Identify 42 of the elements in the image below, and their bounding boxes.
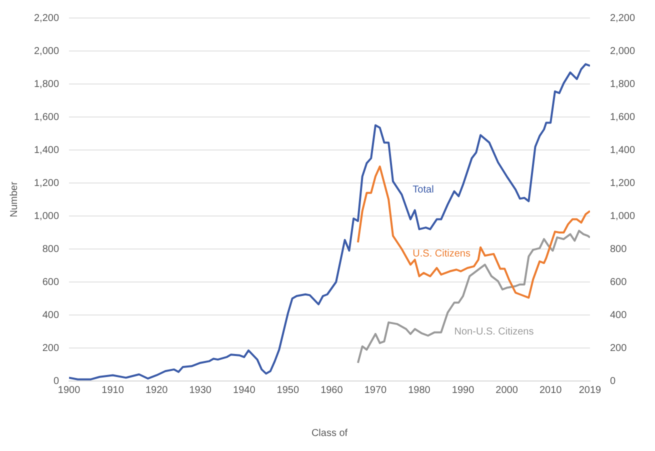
x-tick-label: 1990: [452, 384, 475, 396]
x-tick-label: 2019: [578, 384, 602, 396]
y2-tick-label: 2,200: [610, 12, 636, 24]
series-label: Total: [412, 184, 434, 196]
x-tick-label: 1910: [102, 384, 124, 396]
y2-tick-label: 1,200: [610, 178, 636, 189]
series-label: Non-U.S. Citizens: [454, 326, 534, 338]
y2-tick-label: 1,400: [610, 144, 636, 156]
y2-tick-label: 1,000: [610, 210, 636, 222]
y-tick-label: 600: [42, 276, 60, 288]
x-tick-label: 1970: [364, 384, 388, 396]
y2-tick-label: 400: [610, 310, 628, 321]
x-tick-label: 1900: [58, 384, 81, 396]
y2-tick-label: 600: [610, 276, 628, 288]
y2-tick-label: 1,600: [610, 112, 636, 123]
x-tick-label: 1960: [320, 384, 344, 396]
y-tick-label: 400: [42, 310, 60, 321]
y2-tick-label: 0: [610, 376, 616, 387]
y2-tick-label: 1,800: [610, 78, 636, 90]
y-axis-title: Number: [8, 181, 20, 218]
y-tick-label: 2,000: [34, 46, 60, 57]
x-tick-label: 1980: [408, 384, 431, 396]
y-tick-label: 1,800: [34, 78, 60, 90]
x-tick-label: 2010: [539, 384, 562, 396]
y2-tick-label: 2,000: [610, 46, 636, 57]
y-tick-label: 200: [42, 342, 60, 354]
y2-tick-label: 800: [610, 244, 628, 255]
y-tick-label: 2,200: [34, 12, 60, 24]
series-label: U.S. Citizens: [412, 248, 470, 260]
y-tick-label: 1,600: [34, 112, 60, 123]
x-tick-label: 1920: [145, 384, 168, 396]
y-tick-label: 0: [53, 376, 60, 387]
y-tick-label: 1,000: [34, 210, 60, 222]
y2-tick-label: 200: [610, 342, 628, 354]
y-tick-label: 1,400: [34, 144, 60, 156]
x-tick-label: 1940: [233, 384, 256, 396]
x-tick-label: 1930: [189, 384, 212, 396]
x-tick-label: 1950: [276, 384, 300, 396]
x-axis-title: Class of: [311, 428, 348, 439]
y-tick-label: 1,200: [34, 178, 60, 189]
y-tick-label: 800: [42, 244, 60, 255]
x-tick-label: 2000: [496, 384, 518, 396]
